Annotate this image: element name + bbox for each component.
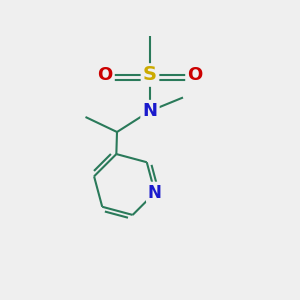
Text: O: O <box>188 66 202 84</box>
Text: N: N <box>148 184 162 202</box>
Text: O: O <box>98 66 112 84</box>
Text: S: S <box>143 65 157 85</box>
Text: N: N <box>142 102 158 120</box>
